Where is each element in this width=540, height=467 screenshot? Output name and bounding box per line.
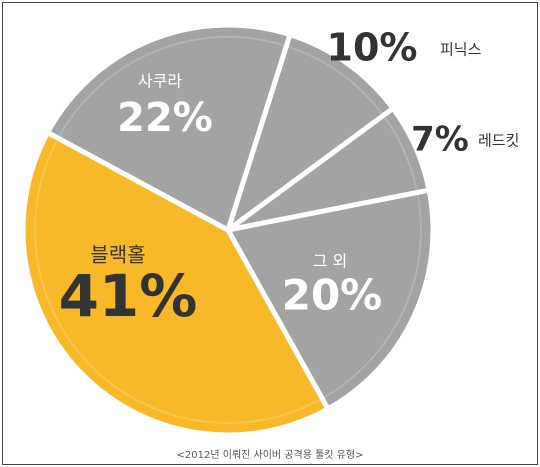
pie-rim (34, 36, 422, 424)
value-label: 22% (117, 95, 213, 141)
value-label: 41% (59, 262, 198, 330)
pie-slice (45, 22, 293, 233)
value-label: 20% (282, 271, 383, 320)
slice-name: 사쿠라 (138, 72, 182, 91)
pie-slice (225, 32, 396, 233)
caption: <2012년 이뤄진 사이버 공격용 툴킷 유형> (177, 448, 364, 461)
slice-name: 레드킷 (478, 132, 519, 150)
value-label: 7% (411, 120, 469, 160)
value-label: 10% (327, 26, 418, 70)
slice-name: 블랙홀 (90, 243, 145, 267)
pie-slice (20, 129, 331, 438)
pie (20, 22, 436, 438)
slice-name: 피닉스 (440, 41, 482, 59)
pie-slice (225, 187, 436, 412)
slice-name: 그 외 (313, 252, 348, 271)
